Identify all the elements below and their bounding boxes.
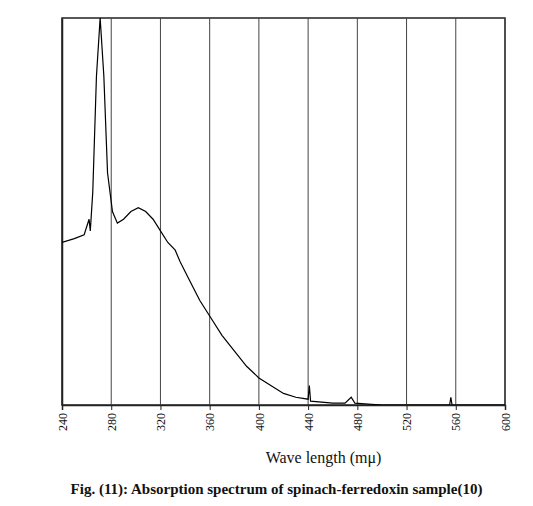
y-axis bbox=[62, 19, 63, 406]
x-tick-mark bbox=[259, 405, 260, 410]
plot-frame bbox=[62, 18, 505, 405]
plot: 240 280 320 360 400 440 480 520 560 600 bbox=[56, 18, 513, 431]
x-tick: 440 bbox=[302, 405, 316, 431]
grid-line bbox=[357, 18, 358, 405]
x-tick-mark bbox=[308, 405, 309, 410]
x-tick-label: 320 bbox=[154, 413, 168, 431]
series bbox=[62, 18, 505, 405]
grid-line bbox=[505, 18, 506, 405]
x-axis-title: Wave length (mμ) bbox=[266, 449, 382, 467]
x-tick: 480 bbox=[351, 405, 365, 431]
x-tick-mark bbox=[210, 405, 211, 410]
x-tick: 560 bbox=[449, 405, 463, 431]
grid-line bbox=[258, 18, 259, 405]
grid-line bbox=[406, 18, 407, 405]
grid-line bbox=[308, 18, 309, 405]
grid-line bbox=[62, 18, 63, 405]
chart: 240 280 320 360 400 440 480 520 560 600 Wave lengt… bbox=[0, 0, 533, 506]
x-tick-mark bbox=[357, 405, 358, 410]
x-tick-label: 600 bbox=[499, 413, 513, 431]
x-tick: 360 bbox=[203, 405, 217, 431]
x-axis-line bbox=[63, 406, 506, 411]
title: Fig. (11): Absorption spectrum of spinac… bbox=[71, 481, 483, 498]
x-tick: 600 bbox=[499, 405, 513, 431]
x-tick: 240 bbox=[56, 405, 70, 431]
x-tick-mark bbox=[505, 405, 506, 410]
x-tick-label: 360 bbox=[203, 413, 217, 431]
x-tick: 280 bbox=[105, 405, 119, 431]
x-tick-mark bbox=[456, 405, 457, 410]
grid-line bbox=[160, 18, 161, 405]
x-tick-label: 440 bbox=[302, 413, 316, 431]
grid-line bbox=[111, 18, 112, 405]
grid-line bbox=[455, 18, 456, 405]
spectrum-line bbox=[62, 18, 505, 405]
x-tick-mark bbox=[407, 405, 408, 410]
x-tick-label: 280 bbox=[105, 413, 119, 431]
x-tick-label: 560 bbox=[449, 413, 463, 431]
x-tick-label: 400 bbox=[253, 413, 267, 431]
x-tick: 320 bbox=[154, 405, 168, 431]
x-tick-label: 520 bbox=[400, 413, 414, 431]
x-tick-mark bbox=[62, 405, 63, 410]
x-tick-mark bbox=[160, 405, 161, 410]
x-tick: 400 bbox=[253, 405, 267, 431]
x-tick-label: 240 bbox=[56, 413, 70, 431]
y-axis-line bbox=[62, 19, 64, 406]
grid bbox=[62, 18, 505, 405]
x-tick: 520 bbox=[400, 405, 414, 431]
x-tick-label: 480 bbox=[351, 413, 365, 431]
grid-line bbox=[209, 18, 210, 405]
x-axis: 240 280 320 360 400 440 480 520 560 600 bbox=[56, 405, 513, 431]
x-tick-mark bbox=[111, 405, 112, 410]
